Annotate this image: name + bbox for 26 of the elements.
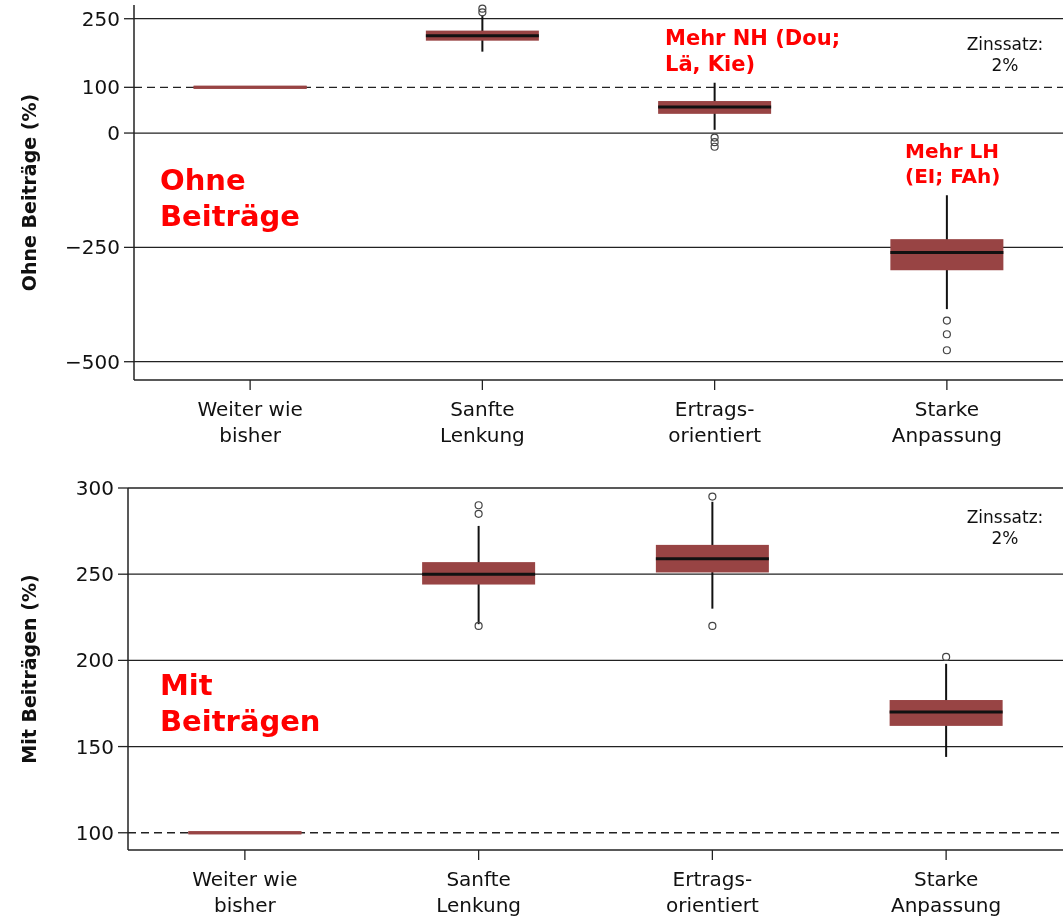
y-tick-label: 100 — [81, 75, 120, 100]
y-tick-label: 250 — [81, 6, 120, 31]
y-tick-label: −250 — [65, 235, 120, 260]
y-axis-title: Ohne Beiträge (%) — [18, 93, 40, 292]
y-tick-label: 150 — [75, 734, 114, 759]
x-tick-label: Sanfte Lenkung — [439, 397, 525, 447]
x-tick-label: Starke Anpassung — [891, 397, 1002, 447]
y-tick-label: 300 — [75, 476, 114, 500]
annotation: Ohne Beiträge — [160, 163, 300, 234]
y-tick-label: 250 — [75, 562, 114, 587]
annotation: Zinssatz: 2% — [966, 507, 1044, 549]
x-tick-label: Ertrags-orientiert — [665, 867, 759, 917]
annotation: Mit Beiträgen — [160, 668, 321, 739]
y-tick-label: 100 — [75, 820, 114, 845]
x-tick-label: Sanfte Lenkung — [436, 867, 522, 917]
annotation: Zinssatz: 2% — [966, 34, 1044, 76]
y-tick-label: 0 — [107, 121, 120, 146]
annotation: Mehr NH (Dou; Lä, Kie) — [665, 26, 841, 77]
y-axis-title: Mit Beiträgen (%) — [18, 574, 40, 764]
y-tick-label: 200 — [75, 648, 114, 673]
x-tick-label: Weiter wie bisher — [192, 867, 298, 917]
y-tick-label: −500 — [65, 349, 120, 374]
x-tick-label: Ertrags-orientiert — [668, 397, 762, 447]
x-tick-label: Weiter wie bisher — [197, 397, 303, 447]
x-tick-label: Starke Anpassung — [891, 867, 1002, 917]
annotation: Mehr LH (EI; FAh) — [905, 139, 1001, 188]
